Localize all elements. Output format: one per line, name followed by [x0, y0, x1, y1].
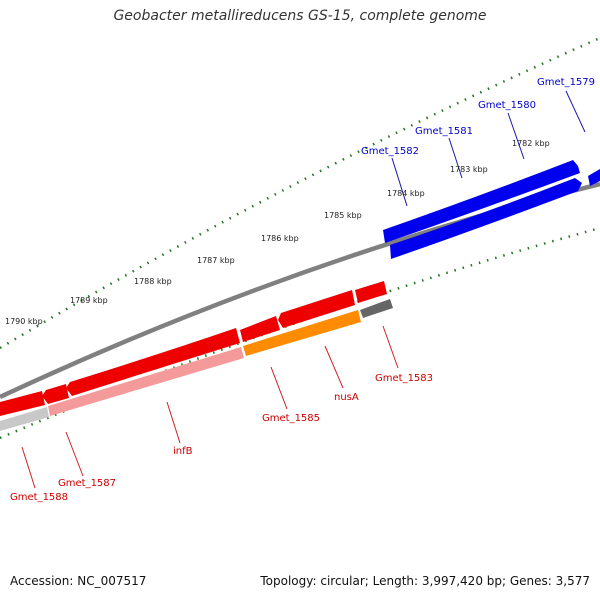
scale-label-1784: 1784 kbp: [387, 189, 425, 198]
forward-leader-lines: [391, 90, 586, 207]
scale-label-1782: 1782 kbp: [512, 139, 550, 148]
gene-block-gmet-1580[interactable]: [383, 160, 580, 243]
gene-label-gmet-1587[interactable]: Gmet_1587: [58, 478, 116, 489]
gene-block-nusa[interactable]: [278, 290, 355, 328]
gene-block-infb[interactable]: [66, 328, 240, 396]
gene-block-gmet-1588[interactable]: [0, 391, 45, 416]
genome-title: Geobacter metallireducens GS-15, complet…: [113, 8, 487, 24]
gene-label-infb[interactable]: infB: [173, 446, 193, 457]
scale-label-1786: 1786 kbp: [261, 234, 299, 243]
gene-label-gmet-1581[interactable]: Gmet_1581: [415, 126, 473, 137]
orf-track-segment: [243, 310, 361, 356]
gene-label-gmet-1583[interactable]: Gmet_1583: [375, 373, 433, 384]
scale-label-1789: 1789 kbp: [70, 296, 108, 305]
orf-track-segment-grey: [0, 407, 49, 431]
gene-block-gmet-1581[interactable]: [390, 178, 582, 259]
scale-label-1787: 1787 kbp: [197, 256, 235, 265]
gene-label-gmet-1588[interactable]: Gmet_1588: [10, 492, 68, 503]
orf-track-segment-pink: [48, 347, 244, 416]
scale-label-1788: 1788 kbp: [134, 277, 172, 286]
gc-track-segment: [360, 299, 393, 318]
topology-text: Topology: circular; Length: 3,997,420 bp…: [260, 574, 590, 588]
gene-label-gmet-1585[interactable]: Gmet_1585: [262, 413, 320, 424]
scale-label-1783: 1783 kbp: [450, 165, 488, 174]
gene-block-gmet-1583[interactable]: [355, 281, 387, 303]
gene-block-gmet-1587[interactable]: [42, 384, 69, 404]
scale-label-1785: 1785 kbp: [324, 211, 362, 220]
gene-label-gmet-1579[interactable]: Gmet_1579: [537, 77, 595, 88]
gene-block-gmet-1579[interactable]: [588, 169, 600, 186]
gene-label-nusa[interactable]: nusA: [334, 392, 359, 403]
gene-block-gmet-1585[interactable]: [240, 316, 280, 342]
scale-label-1790: 1790 kbp: [5, 317, 43, 326]
reverse-leader-lines: [21, 325, 399, 489]
accession-text: Accession: NC_007517: [10, 574, 147, 588]
gene-label-gmet-1582[interactable]: Gmet_1582: [361, 146, 419, 157]
gene-label-gmet-1580[interactable]: Gmet_1580: [478, 100, 536, 111]
